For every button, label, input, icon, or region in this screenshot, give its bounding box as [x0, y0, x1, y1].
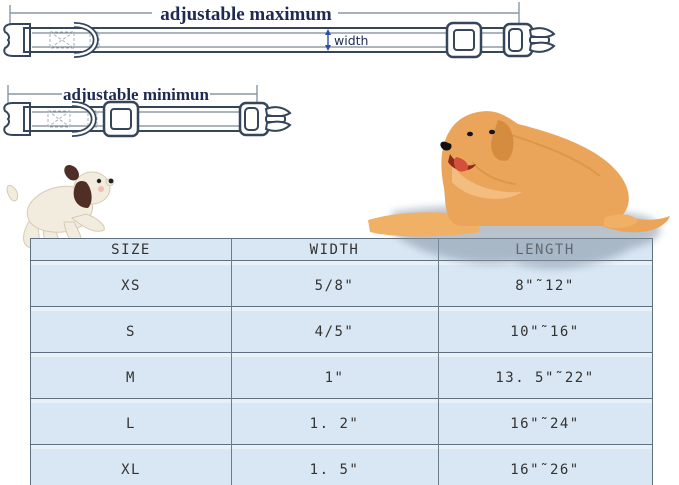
adjustable-minimum-label: adjustable minimun: [63, 85, 209, 104]
table-column-divider: [231, 238, 232, 485]
stitch-box: [49, 31, 100, 49]
puppy-ear: [64, 165, 79, 181]
side-release-buckle: [502, 22, 556, 58]
size-cell: M: [126, 369, 136, 386]
stitch-box: [47, 110, 98, 128]
size-cell: S: [126, 323, 136, 340]
width-cell: 1": [324, 369, 345, 386]
header-width: WIDTH: [309, 241, 360, 258]
width-label: width: [334, 33, 368, 48]
dog-body: [368, 111, 670, 237]
width-cell: 1. 2": [309, 415, 360, 432]
d-ring: [71, 101, 97, 137]
table-row-xs: XS 5/8" 8"˜12": [31, 265, 652, 307]
dog-ear: [491, 120, 514, 161]
dog-illustration: [368, 111, 670, 269]
adjustable-maximum-label: adjustable maximum: [160, 4, 332, 25]
width-cell: 5/8": [314, 277, 355, 294]
tri-glide-slider: [445, 21, 483, 59]
header-size: SIZE: [111, 241, 151, 258]
d-ring: [73, 22, 99, 58]
side-release-buckle: [238, 101, 292, 137]
table-column-divider: [438, 238, 439, 485]
width-cell: 1. 5": [309, 461, 360, 478]
length-cell: 16"˜26": [510, 461, 580, 478]
size-cell: XL: [121, 461, 141, 478]
table-row-l: L 1. 2" 16"˜24": [31, 403, 652, 445]
collar-max-diagram: adjustable maximum width: [3, 2, 556, 59]
table-row-xl: XL 1. 5" 16"˜26": [31, 449, 652, 485]
table-row-m: M 1" 13. 5"˜22": [31, 357, 652, 399]
collar-min-diagram: adjustable minimun: [3, 85, 292, 138]
puppy-illustration: [6, 165, 115, 249]
table-row-s: S 4/5" 10"˜16": [31, 311, 652, 353]
width-cell: 4/5": [314, 323, 355, 340]
tri-glide-slider: [102, 100, 140, 138]
dog-tongue: [453, 157, 469, 172]
size-cell: XS: [121, 277, 141, 294]
puppy-muzzle-patch: [73, 180, 92, 208]
width-arrow-icon: [325, 29, 331, 51]
dog-nose: [440, 141, 452, 151]
length-cell: 8"˜12": [515, 277, 575, 294]
length-cell: 10"˜16": [510, 323, 580, 340]
length-cell: 13. 5"˜22": [495, 369, 595, 386]
size-cell: L: [126, 415, 136, 432]
size-table: SIZE WIDTH LENGTH XS 5/8" 8"˜12" S 4/5" …: [30, 238, 653, 485]
max-strap: [29, 27, 508, 53]
length-cell: 16"˜24": [510, 415, 580, 432]
